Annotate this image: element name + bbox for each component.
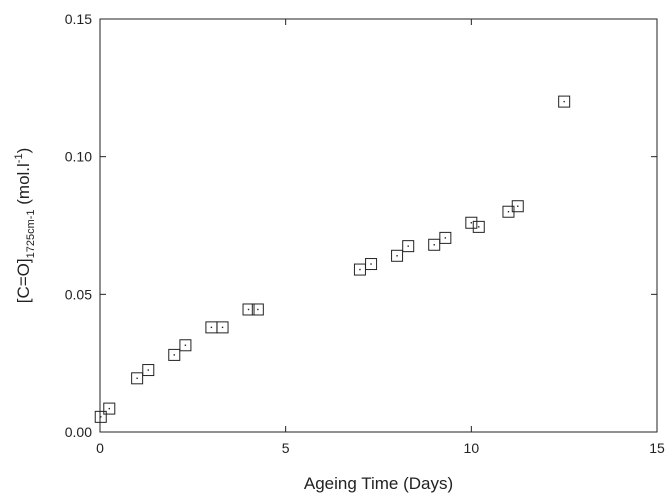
y-tick-label: 0.10: [65, 149, 92, 165]
data-point: [251, 303, 264, 316]
y-axis-title: [C=O]1725cm-1 (mol.l-1): [13, 148, 37, 304]
data-point: [558, 95, 571, 108]
data-point: [205, 321, 218, 334]
x-tick-label: 15: [649, 440, 665, 456]
y-axis-title-unit-close: ): [14, 148, 33, 154]
data-point: [402, 240, 415, 253]
y-axis-title-subscript: 1725cm-1: [25, 209, 37, 258]
data-point: [131, 372, 144, 385]
data-point: [353, 263, 366, 276]
y-axis-title-unit-sup: -1: [13, 153, 25, 163]
data-point: [94, 410, 107, 423]
data-point: [511, 200, 524, 213]
data-point: [103, 402, 116, 415]
y-axis: 0.00 0.05 0.10 0.15: [65, 11, 657, 440]
x-tick-label: 5: [282, 440, 290, 456]
x-axis: 0 5 10 15: [96, 19, 665, 456]
data-point: [472, 220, 485, 233]
data-point: [179, 339, 192, 352]
data-point: [391, 249, 404, 262]
data-point: [242, 303, 255, 316]
y-axis-title-unit-open: (mol.l: [14, 163, 33, 209]
data-point: [216, 321, 229, 334]
y-axis-title-main: [C=O]: [14, 258, 33, 303]
plot-frame: [99, 18, 658, 433]
x-tick-label: 0: [96, 440, 104, 456]
data-point: [439, 231, 452, 244]
data-point: [465, 216, 478, 229]
y-tick-label: 0.15: [65, 11, 92, 27]
y-tick-label: 0.05: [65, 286, 92, 302]
x-tick-label: 10: [464, 440, 480, 456]
data-point: [428, 238, 441, 251]
x-axis-title: Ageing Time (Days): [304, 474, 453, 493]
data-point: [365, 258, 378, 271]
data-point: [168, 348, 181, 361]
data-points: [94, 95, 571, 423]
y-tick-label: 0.00: [65, 424, 92, 440]
data-point: [142, 364, 155, 377]
